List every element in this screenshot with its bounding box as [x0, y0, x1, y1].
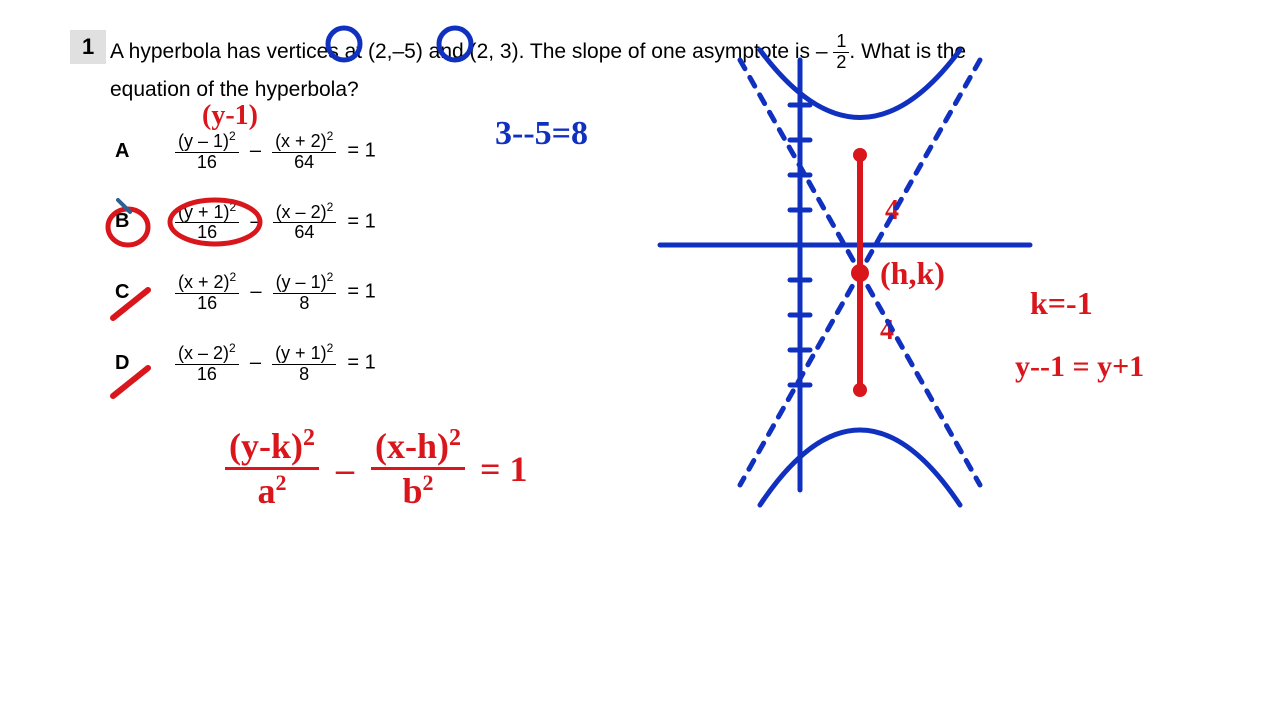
opt-d-t1-den: 16: [175, 365, 239, 385]
question-number: 1: [70, 30, 106, 64]
option-c[interactable]: C (x + 2)216 – (y – 1)28 = 1: [115, 271, 376, 314]
formula-den2: b: [402, 471, 422, 511]
note-4-upper: 4: [885, 195, 899, 227]
note-yplus1: y--1 = y+1: [1015, 350, 1144, 384]
note-calc-8: 3--5=8: [495, 115, 588, 153]
option-b-label: B: [115, 210, 175, 233]
note-hk: (h,k): [880, 255, 945, 292]
formula-den1: a: [258, 471, 276, 511]
option-a[interactable]: A (y – 1)216 – (x + 2)264 = 1: [115, 130, 376, 173]
option-b[interactable]: B (y + 1)216 – (x – 2)264 = 1: [115, 201, 376, 244]
opt-d-t1-num: (x – 2): [178, 343, 229, 363]
opt-b-t1-num: (y + 1): [178, 202, 230, 222]
question-text-line1: A hyperbola has vertices at (2,–5) and (…: [110, 32, 1110, 73]
opt-d-rhs: = 1: [347, 351, 375, 373]
question-text-line2: equation of the hyperbola?: [110, 78, 359, 102]
opt-c-t2-num: (y – 1): [276, 272, 327, 292]
opt-b-t1-den: 16: [175, 223, 239, 243]
formula-den1-sup: 2: [276, 470, 287, 495]
option-b-equation: (y + 1)216 – (x – 2)264 = 1: [175, 201, 376, 244]
slope-num: 1: [833, 32, 849, 53]
option-d[interactable]: D (x – 2)216 – (y + 1)28 = 1: [115, 342, 376, 385]
vertex1-x: 2,: [375, 40, 393, 63]
note-4-lower: 4: [880, 315, 894, 347]
vertex2-x: 2,: [477, 40, 495, 63]
red-marks: [851, 148, 869, 397]
option-c-label: C: [115, 281, 175, 304]
opt-c-t1-num: (x + 2): [178, 272, 230, 292]
opt-c-t1-den: 16: [175, 294, 239, 314]
opt-a-t2-num: (x + 2): [275, 131, 327, 151]
opt-a-t2-den: 64: [272, 153, 336, 173]
option-d-label: D: [115, 352, 175, 375]
opt-b-rhs: = 1: [347, 210, 375, 232]
formula-sup2: 2: [449, 425, 461, 451]
opt-a-t1-num: (y – 1): [178, 131, 229, 151]
note-general-formula: (y-k)2 a2 – (x-h)2 b2 = 1: [225, 425, 528, 512]
hyperbola-sketch: [660, 50, 1030, 505]
qtext-post: . What is the: [849, 40, 966, 63]
opt-a-t1-den: 16: [175, 153, 239, 173]
opt-b-t2-num: (x – 2): [276, 202, 327, 222]
note-y-minus-1: (y-1): [202, 100, 258, 132]
option-d-equation: (x – 2)216 – (y + 1)28 = 1: [175, 342, 376, 385]
opt-c-t2-den: 8: [273, 294, 337, 314]
formula-num2: (x-h): [375, 426, 449, 466]
opt-a-rhs: = 1: [347, 140, 375, 162]
option-c-equation: (x + 2)216 – (y – 1)28 = 1: [175, 271, 376, 314]
qtext-mid1: –5) and (: [393, 40, 477, 63]
note-k-equals: k=-1: [1030, 285, 1093, 322]
formula-rhs: = 1: [474, 449, 528, 489]
opt-c-rhs: = 1: [347, 281, 375, 303]
formula-den2-sup: 2: [423, 470, 434, 495]
qtext-mid2: 3). The slope of one asymptote is –: [494, 40, 833, 63]
answer-options: A (y – 1)216 – (x + 2)264 = 1 B (y + 1)2…: [115, 130, 376, 412]
option-a-label: A: [115, 140, 175, 163]
formula-num1: (y-k): [229, 426, 303, 466]
formula-sup1: 2: [303, 425, 315, 451]
slope-den: 2: [833, 53, 849, 73]
opt-d-t2-den: 8: [272, 365, 336, 385]
opt-d-t2-num: (y + 1): [275, 343, 327, 363]
opt-b-t2-den: 64: [273, 223, 337, 243]
option-a-equation: (y – 1)216 – (x + 2)264 = 1: [175, 130, 376, 173]
qtext-pre: A hyperbola has vertices at (: [110, 40, 375, 63]
slope-fraction: 12: [833, 32, 849, 73]
